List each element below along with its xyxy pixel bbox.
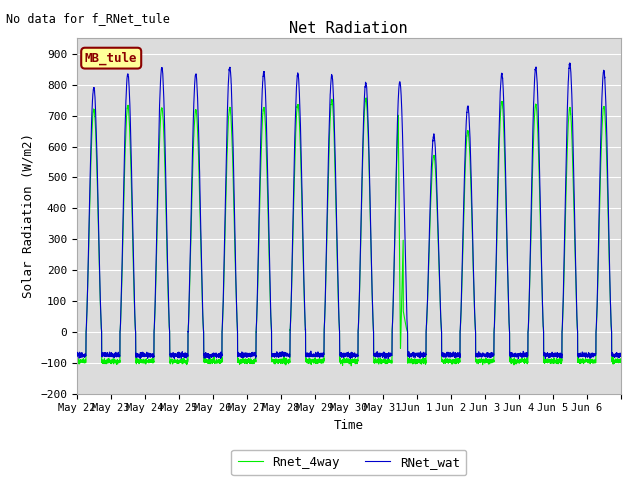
Rnet_4way (348, 363, 355, 369)
Text: No data for f_RNet_tule: No data for f_RNet_tule (6, 12, 170, 25)
Rnet_4way (499, 99, 506, 105)
Rnet_4way (369, 321, 377, 326)
RNet_wat (515, 356, 522, 362)
X-axis label: Time: Time (334, 419, 364, 432)
Rnet_4way (186, 289, 193, 295)
RNet_wat (186, 283, 193, 289)
RNet_wat (73, 350, 81, 356)
Line: Rnet_4way: Rnet_4way (77, 98, 621, 366)
Legend: Rnet_4way, RNet_wat: Rnet_4way, RNet_wat (231, 450, 467, 475)
RNet_wat (369, 313, 377, 319)
Text: MB_tule: MB_tule (85, 51, 138, 65)
Rnet_4way (617, 356, 625, 362)
Rnet_4way (362, 95, 370, 101)
Line: RNet_wat: RNet_wat (77, 63, 621, 359)
Rnet_4way (73, 357, 81, 363)
RNet_wat (566, 60, 573, 66)
Rnet_4way (398, 276, 406, 282)
RNet_wat (525, 316, 532, 322)
RNet_wat (498, 71, 506, 76)
RNet_wat (617, 352, 625, 358)
Rnet_4way (525, 313, 532, 319)
Y-axis label: Solar Radiation (W/m2): Solar Radiation (W/m2) (22, 133, 35, 299)
Title: Net Radiation: Net Radiation (289, 21, 408, 36)
RNet_wat (539, 310, 547, 316)
Rnet_4way (539, 316, 547, 322)
RNet_wat (398, 114, 406, 120)
